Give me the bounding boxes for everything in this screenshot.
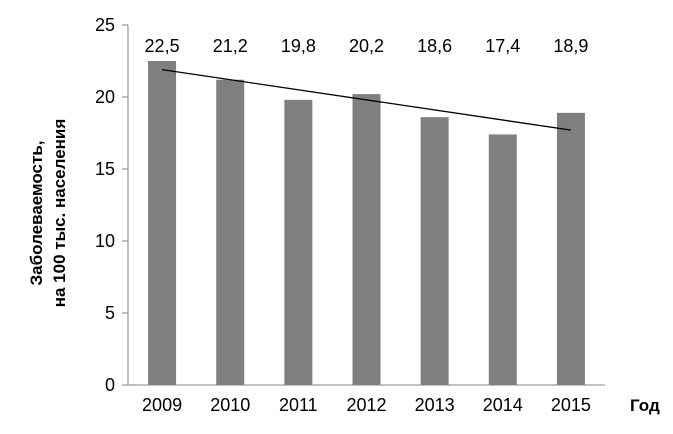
- x-tick-label: 2014: [483, 395, 523, 415]
- bar-2012: [352, 94, 381, 386]
- x-tick-label: 2010: [210, 395, 250, 415]
- data-label-2012: 20,2: [349, 36, 384, 56]
- bars: [148, 61, 585, 386]
- trendline-group: [161, 68, 572, 131]
- y-tick-label: 25: [95, 15, 115, 35]
- data-labels: 22,5 21,2 19,8 20,2 18,6 17,4 18,9: [145, 36, 589, 56]
- x-axis-title: Год: [630, 396, 660, 415]
- y-axis-title-line-1: Заболеваемость,: [27, 141, 46, 286]
- x-tick-label: 2015: [551, 395, 591, 415]
- x-axis-ticks: 2009 2010 2011 2012 2013 2014 2015: [142, 395, 591, 415]
- bar-2011: [284, 99, 313, 385]
- data-label-2011: 19,8: [281, 36, 316, 56]
- y-tick-label: 0: [105, 375, 115, 395]
- data-label-2014: 17,4: [485, 36, 520, 56]
- y-axis-title: Заболеваемость, на 100 тыс. населения: [27, 119, 69, 308]
- y-tick-label: 15: [95, 159, 115, 179]
- data-label-2013: 18,6: [417, 36, 452, 56]
- data-label-2010: 21,2: [213, 36, 248, 56]
- y-tick-label: 10: [95, 231, 115, 251]
- data-label-2009: 22,5: [145, 36, 180, 56]
- x-tick-label: 2013: [415, 395, 455, 415]
- bar-2015: [556, 112, 585, 385]
- bar-2009: [148, 61, 177, 385]
- bar-2014: [488, 134, 517, 385]
- x-tick-label: 2009: [142, 395, 182, 415]
- trendline: [161, 68, 572, 131]
- x-tick-label: 2011: [279, 395, 318, 415]
- bar-2013: [420, 117, 449, 385]
- bar-2010: [216, 79, 245, 385]
- data-label-2015: 18,9: [553, 36, 588, 56]
- y-axis-ticks: 0 5 10 15 20 25: [95, 15, 128, 395]
- y-tick-label: 20: [95, 87, 115, 107]
- y-axis-title-line-2: на 100 тыс. населения: [50, 119, 69, 308]
- y-tick-label: 5: [105, 303, 115, 323]
- x-tick-label: 2012: [346, 395, 386, 415]
